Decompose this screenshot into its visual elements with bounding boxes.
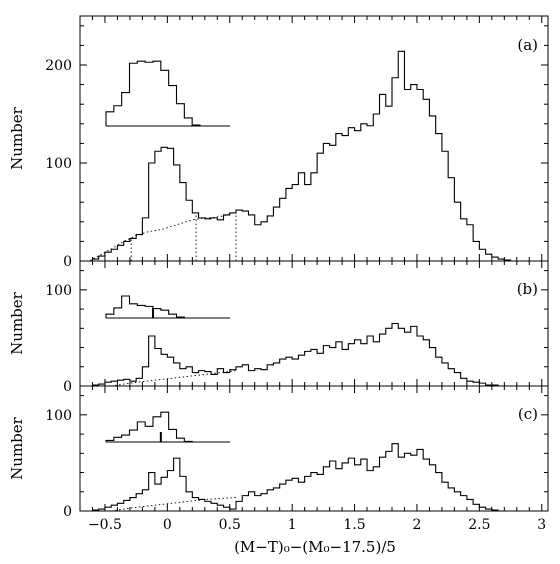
inset xyxy=(105,411,230,443)
x-tick-label: 1 xyxy=(288,517,297,533)
panels-group: 0 100 200 Number (a) 0 100 Number (b) 0 100 Number (… xyxy=(8,15,549,533)
inset-histogram xyxy=(105,60,201,126)
x-tick-label: 3 xyxy=(537,517,546,533)
histogram-series xyxy=(92,443,517,512)
y-tick-label: 0 xyxy=(63,379,72,395)
y-tick-label: 100 xyxy=(45,408,72,424)
x-tick-label: 0 xyxy=(163,517,172,533)
panel-b: 0 100 Number (b) xyxy=(8,260,549,395)
panel-frame xyxy=(79,260,549,387)
panel-a: 0 100 200 Number (a) xyxy=(8,15,549,270)
histogram-series xyxy=(92,50,517,262)
x-axis-title: (M−T)₀−(M₀−17.5)/5 xyxy=(234,538,396,556)
x-tick-label: −0.5 xyxy=(88,517,122,533)
background-curve xyxy=(111,370,237,387)
x-tick-label: 2.5 xyxy=(468,517,490,533)
inset xyxy=(105,60,230,127)
y-axis-title: Number xyxy=(8,291,26,354)
panel-c: 0 100 Number (c) xyxy=(8,385,549,520)
x-tick-label: 0.5 xyxy=(219,517,241,533)
background-curve xyxy=(111,497,237,512)
panel-label: (a) xyxy=(517,36,538,54)
background-curve xyxy=(89,211,237,262)
x-tick-label: 1.5 xyxy=(343,517,365,533)
inset-histogram xyxy=(105,411,200,443)
y-tick-label: 0 xyxy=(63,254,72,270)
panel-label: (c) xyxy=(518,405,538,423)
panel-frame xyxy=(79,385,549,512)
inset xyxy=(105,295,230,319)
inset-histogram xyxy=(105,295,200,319)
y-tick-label: 100 xyxy=(45,156,72,172)
panel-label: (b) xyxy=(517,280,538,298)
y-tick-label: 200 xyxy=(45,58,72,74)
histogram-series xyxy=(92,322,517,387)
panel-frame xyxy=(79,15,549,262)
y-tick-label: 0 xyxy=(63,504,72,520)
y-axis-title: Number xyxy=(8,416,26,479)
y-tick-label: 100 xyxy=(45,283,72,299)
y-axis-title: Number xyxy=(8,106,26,169)
x-tick-label: 2 xyxy=(412,517,421,533)
